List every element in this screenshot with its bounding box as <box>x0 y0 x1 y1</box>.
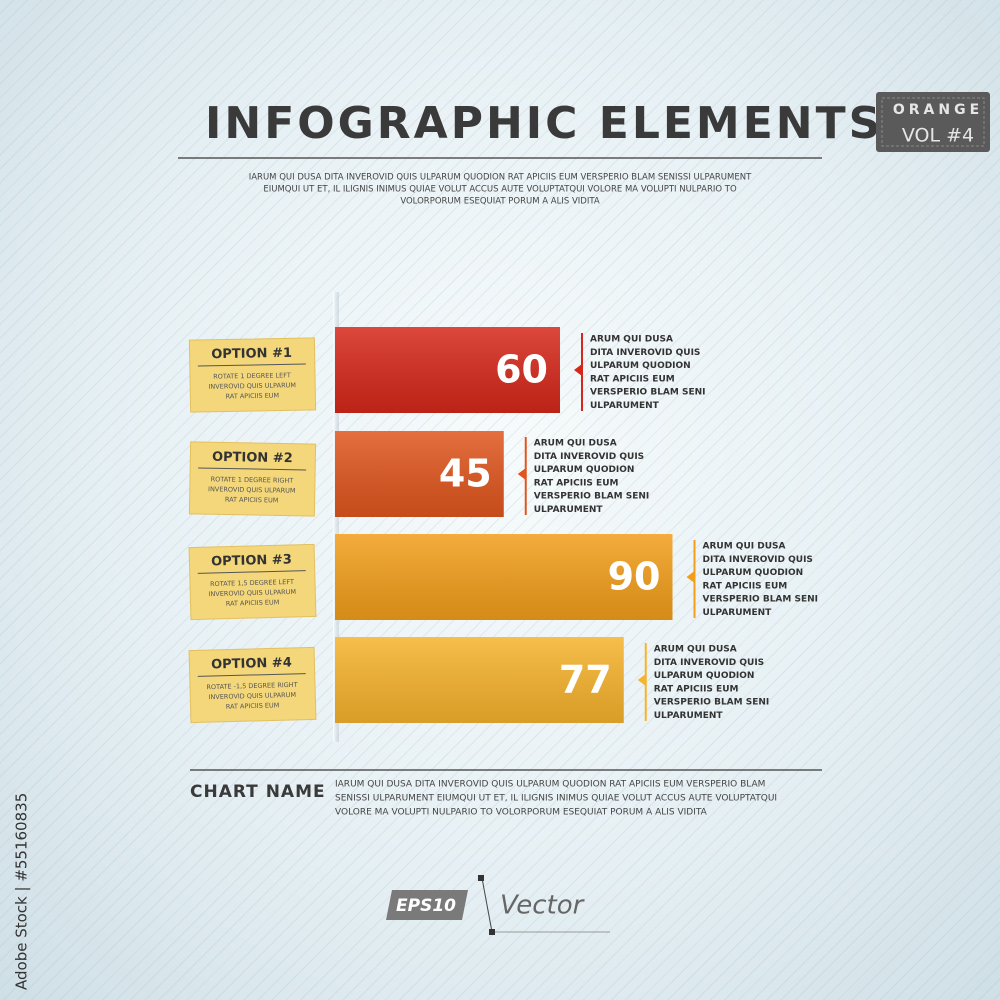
side-pointer <box>686 571 695 583</box>
side-pointer <box>574 364 582 376</box>
side-note-line: ULPARUMENT <box>590 401 660 411</box>
side-pointer <box>637 674 646 686</box>
side-note-line: ARUM QUI DUSA <box>703 542 786 552</box>
bar-sheen <box>335 534 673 620</box>
bar-sheen <box>335 327 560 413</box>
side-note-line: ULPARUMENT <box>654 711 724 721</box>
badge-line2: VOL #4 <box>902 125 974 147</box>
bar-sheen <box>335 637 624 723</box>
note-rule <box>198 467 307 471</box>
side-note-line: ARUM QUI DUSA <box>590 335 673 345</box>
category-label: OPTION #1 <box>211 346 292 362</box>
sticky-note: OPTION #2 ROTATE 1 DEGREE RIGHTINVEROVID … <box>188 441 317 517</box>
note-line: ROTATE 1,5 DEGREE LEFT <box>210 578 294 588</box>
note-line: INVEROVID QUIS ULPARUM <box>208 691 296 701</box>
side-note-line: ARUM QUI DUSA <box>654 645 737 655</box>
side-note-line: DITA INVEROVID QUIS <box>534 452 644 462</box>
category-label: OPTION #2 <box>212 450 293 466</box>
note-paper <box>188 646 317 724</box>
stock-id: Adobe Stock | #55160835 <box>13 793 31 990</box>
note-line: ROTATE 1 DEGREE RIGHT <box>211 475 294 484</box>
description-line: VOLORPORUM ESEQUIAT PORUM A ALIS VIDITA <box>400 197 600 207</box>
side-note-line: ULPARUMENT <box>534 505 604 515</box>
side-note-line: VERSPERIO BLAM SENI <box>534 492 650 502</box>
side-note-line: ULPARUM QUODION <box>703 568 804 578</box>
side-note-line: ARUM QUI DUSA <box>534 439 617 449</box>
side-note-line: ULPARUM QUODION <box>590 361 691 371</box>
category-label: OPTION #3 <box>211 552 292 569</box>
logo-vector: Vector <box>500 891 586 921</box>
note-line: ROTATE -1,5 DEGREE RIGHT <box>206 681 297 691</box>
side-note-line: ULPARUM QUODION <box>654 671 755 681</box>
sticky-note: OPTION #3 ROTATE 1,5 DEGREE LEFTINVEROVID… <box>188 543 317 621</box>
note-line: INVEROVID QUIS ULPARUM <box>208 485 296 495</box>
value-label: 45 <box>439 452 492 496</box>
note-rule <box>197 363 306 367</box>
note-line: INVEROVID QUIS ULPARUM <box>208 588 296 598</box>
note-rule <box>197 570 306 574</box>
side-note-line: VERSPERIO BLAM SENI <box>654 698 770 708</box>
side-note-line: RAT APICIIS EUM <box>534 478 619 488</box>
description-line: EIUMQUI UT ET, IL ILIGNIS INIMUS QUIAE V… <box>263 185 737 195</box>
side-note-line: DITA INVEROVID QUIS <box>703 555 813 565</box>
note-line: RAT APICIIS EUM <box>226 392 280 401</box>
chart-name: CHART NAME <box>190 782 326 802</box>
description-line: IARUM QUI DUSA DITA INVEROVID QUIS ULPAR… <box>249 173 752 183</box>
note-line: RAT APICIIS EUM <box>226 701 280 710</box>
badge-line1: ORANGE <box>893 102 983 118</box>
side-note-line: DITA INVEROVID QUIS <box>654 658 764 668</box>
value-label: 60 <box>495 348 548 392</box>
note-rule <box>197 673 306 677</box>
logo: EPS10 Vector <box>386 875 610 935</box>
side-note-line: VERSPERIO BLAM SENI <box>590 388 706 398</box>
note-line: RAT APICIIS EUM <box>225 496 279 505</box>
footer-line: VOLORE MA VOLUPTI NULPARIO TO VOLORPORUM… <box>335 808 708 818</box>
value-label: 77 <box>559 658 612 702</box>
bar-sheen <box>335 431 504 517</box>
side-note-line: VERSPERIO BLAM SENI <box>703 595 819 605</box>
side-note-line: RAT APICIIS EUM <box>590 374 675 384</box>
title: INFOGRAPHIC ELEMENTS <box>205 98 883 149</box>
note-line: INVEROVID QUIS ULPARUM <box>208 381 296 391</box>
footer-line: SENISSI ULPARUMENT EIUMQUI UT ET, IL ILI… <box>335 794 777 804</box>
sticky-note: OPTION #4 ROTATE -1,5 DEGREE RIGHTINVEROV… <box>188 646 317 724</box>
logo-eps: EPS10 <box>396 896 456 916</box>
note-paper <box>188 441 317 517</box>
value-label: 90 <box>608 555 661 599</box>
badge: ORANGE VOL #4 <box>876 92 990 152</box>
note-paper <box>188 337 317 413</box>
side-note-line: ULPARUMENT <box>703 608 773 618</box>
note-line: ROTATE 1 DEGREE LEFT <box>213 371 291 380</box>
note-line: RAT APICIIS EUM <box>226 598 280 607</box>
side-note-line: DITA INVEROVID QUIS <box>590 348 700 358</box>
note-paper <box>188 543 317 621</box>
side-pointer <box>517 468 526 480</box>
category-label: OPTION #4 <box>211 655 292 672</box>
side-note-line: RAT APICIIS EUM <box>703 581 788 591</box>
footer-line: IARUM QUI DUSA DITA INVEROVID QUIS ULPAR… <box>335 780 765 790</box>
side-note-line: ULPARUM QUODION <box>534 465 635 475</box>
side-note-line: RAT APICIIS EUM <box>654 684 739 694</box>
